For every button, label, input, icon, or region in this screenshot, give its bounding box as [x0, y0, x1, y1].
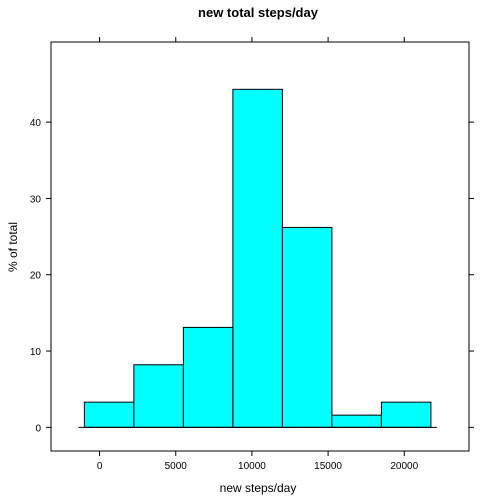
y-tick-label: 40	[30, 118, 42, 129]
histogram-bar	[134, 365, 184, 428]
x-tick-label: 10000	[238, 461, 266, 472]
y-tick-label: 30	[30, 194, 42, 205]
histogram-bar	[282, 227, 332, 427]
histogram-bar	[84, 402, 134, 427]
histogram-bar	[233, 89, 283, 427]
x-axis-label: new steps/day	[220, 481, 297, 495]
x-tick-label: 0	[97, 461, 103, 472]
histogram-bar	[183, 327, 233, 427]
y-tick-label: 20	[30, 271, 42, 282]
x-tick-label: 20000	[390, 461, 418, 472]
y-tick-label: 10	[30, 347, 42, 358]
bars-group	[84, 89, 431, 427]
y-tick-label: 0	[35, 423, 41, 434]
x-tick-label: 15000	[314, 461, 342, 472]
x-tick-label: 5000	[165, 461, 188, 472]
histogram-bar	[381, 402, 431, 427]
histogram-bar	[332, 415, 382, 427]
chart-title: new total steps/day	[198, 5, 319, 20]
y-axis-label: % of total	[6, 222, 20, 272]
